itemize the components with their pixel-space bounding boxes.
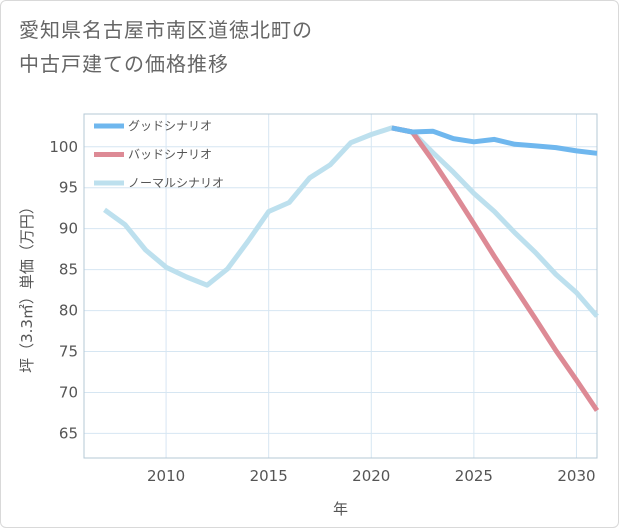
y-tick-label: 100 xyxy=(49,138,78,156)
y-axis-label: 坪（3.3㎡）単価（万円） xyxy=(18,199,36,373)
y-tick-label: 80 xyxy=(59,302,78,320)
y-tick-label: 65 xyxy=(59,424,78,442)
legend-item-normal: ノーマルシナリオ xyxy=(94,176,224,190)
series-lines xyxy=(103,125,600,412)
x-tick-label: 2030 xyxy=(557,467,595,485)
series-line-good xyxy=(391,125,598,156)
legend-label: バッドシナリオ xyxy=(128,148,212,162)
x-tick-label: 2020 xyxy=(352,467,390,485)
x-tick-label: 2025 xyxy=(455,467,493,485)
series-line-bad xyxy=(391,125,600,412)
axis-ticks: 2010 2015 2020 2025 2030 65 70 75 80 85 90 95 100 xyxy=(49,138,595,485)
series-line-normal xyxy=(103,125,599,318)
x-tick-label: 2010 xyxy=(147,467,185,485)
plot-area-border xyxy=(83,113,598,459)
chart-title-line-2: 中古戸建ての価格推移 xyxy=(19,52,229,76)
chart-title-line-1: 愛知県名古屋市南区道徳北町の xyxy=(19,18,313,42)
x-axis-label: 年 xyxy=(333,500,348,518)
legend-item-bad: バッドシナリオ xyxy=(94,148,212,162)
y-tick-label: 95 xyxy=(59,179,78,197)
legend-label: ノーマルシナリオ xyxy=(128,176,224,190)
y-tick-label: 70 xyxy=(59,383,78,401)
legend-label: グッドシナリオ xyxy=(128,119,212,133)
grid-lines xyxy=(84,114,597,458)
chart-title: 愛知県名古屋市南区道徳北町の 中古戸建ての価格推移 xyxy=(19,13,439,81)
y-tick-label: 85 xyxy=(59,261,78,279)
legend-item-good: グッドシナリオ xyxy=(94,119,212,133)
y-tick-label: 75 xyxy=(59,343,78,361)
x-tick-label: 2015 xyxy=(250,467,288,485)
y-tick-label: 90 xyxy=(59,220,78,238)
